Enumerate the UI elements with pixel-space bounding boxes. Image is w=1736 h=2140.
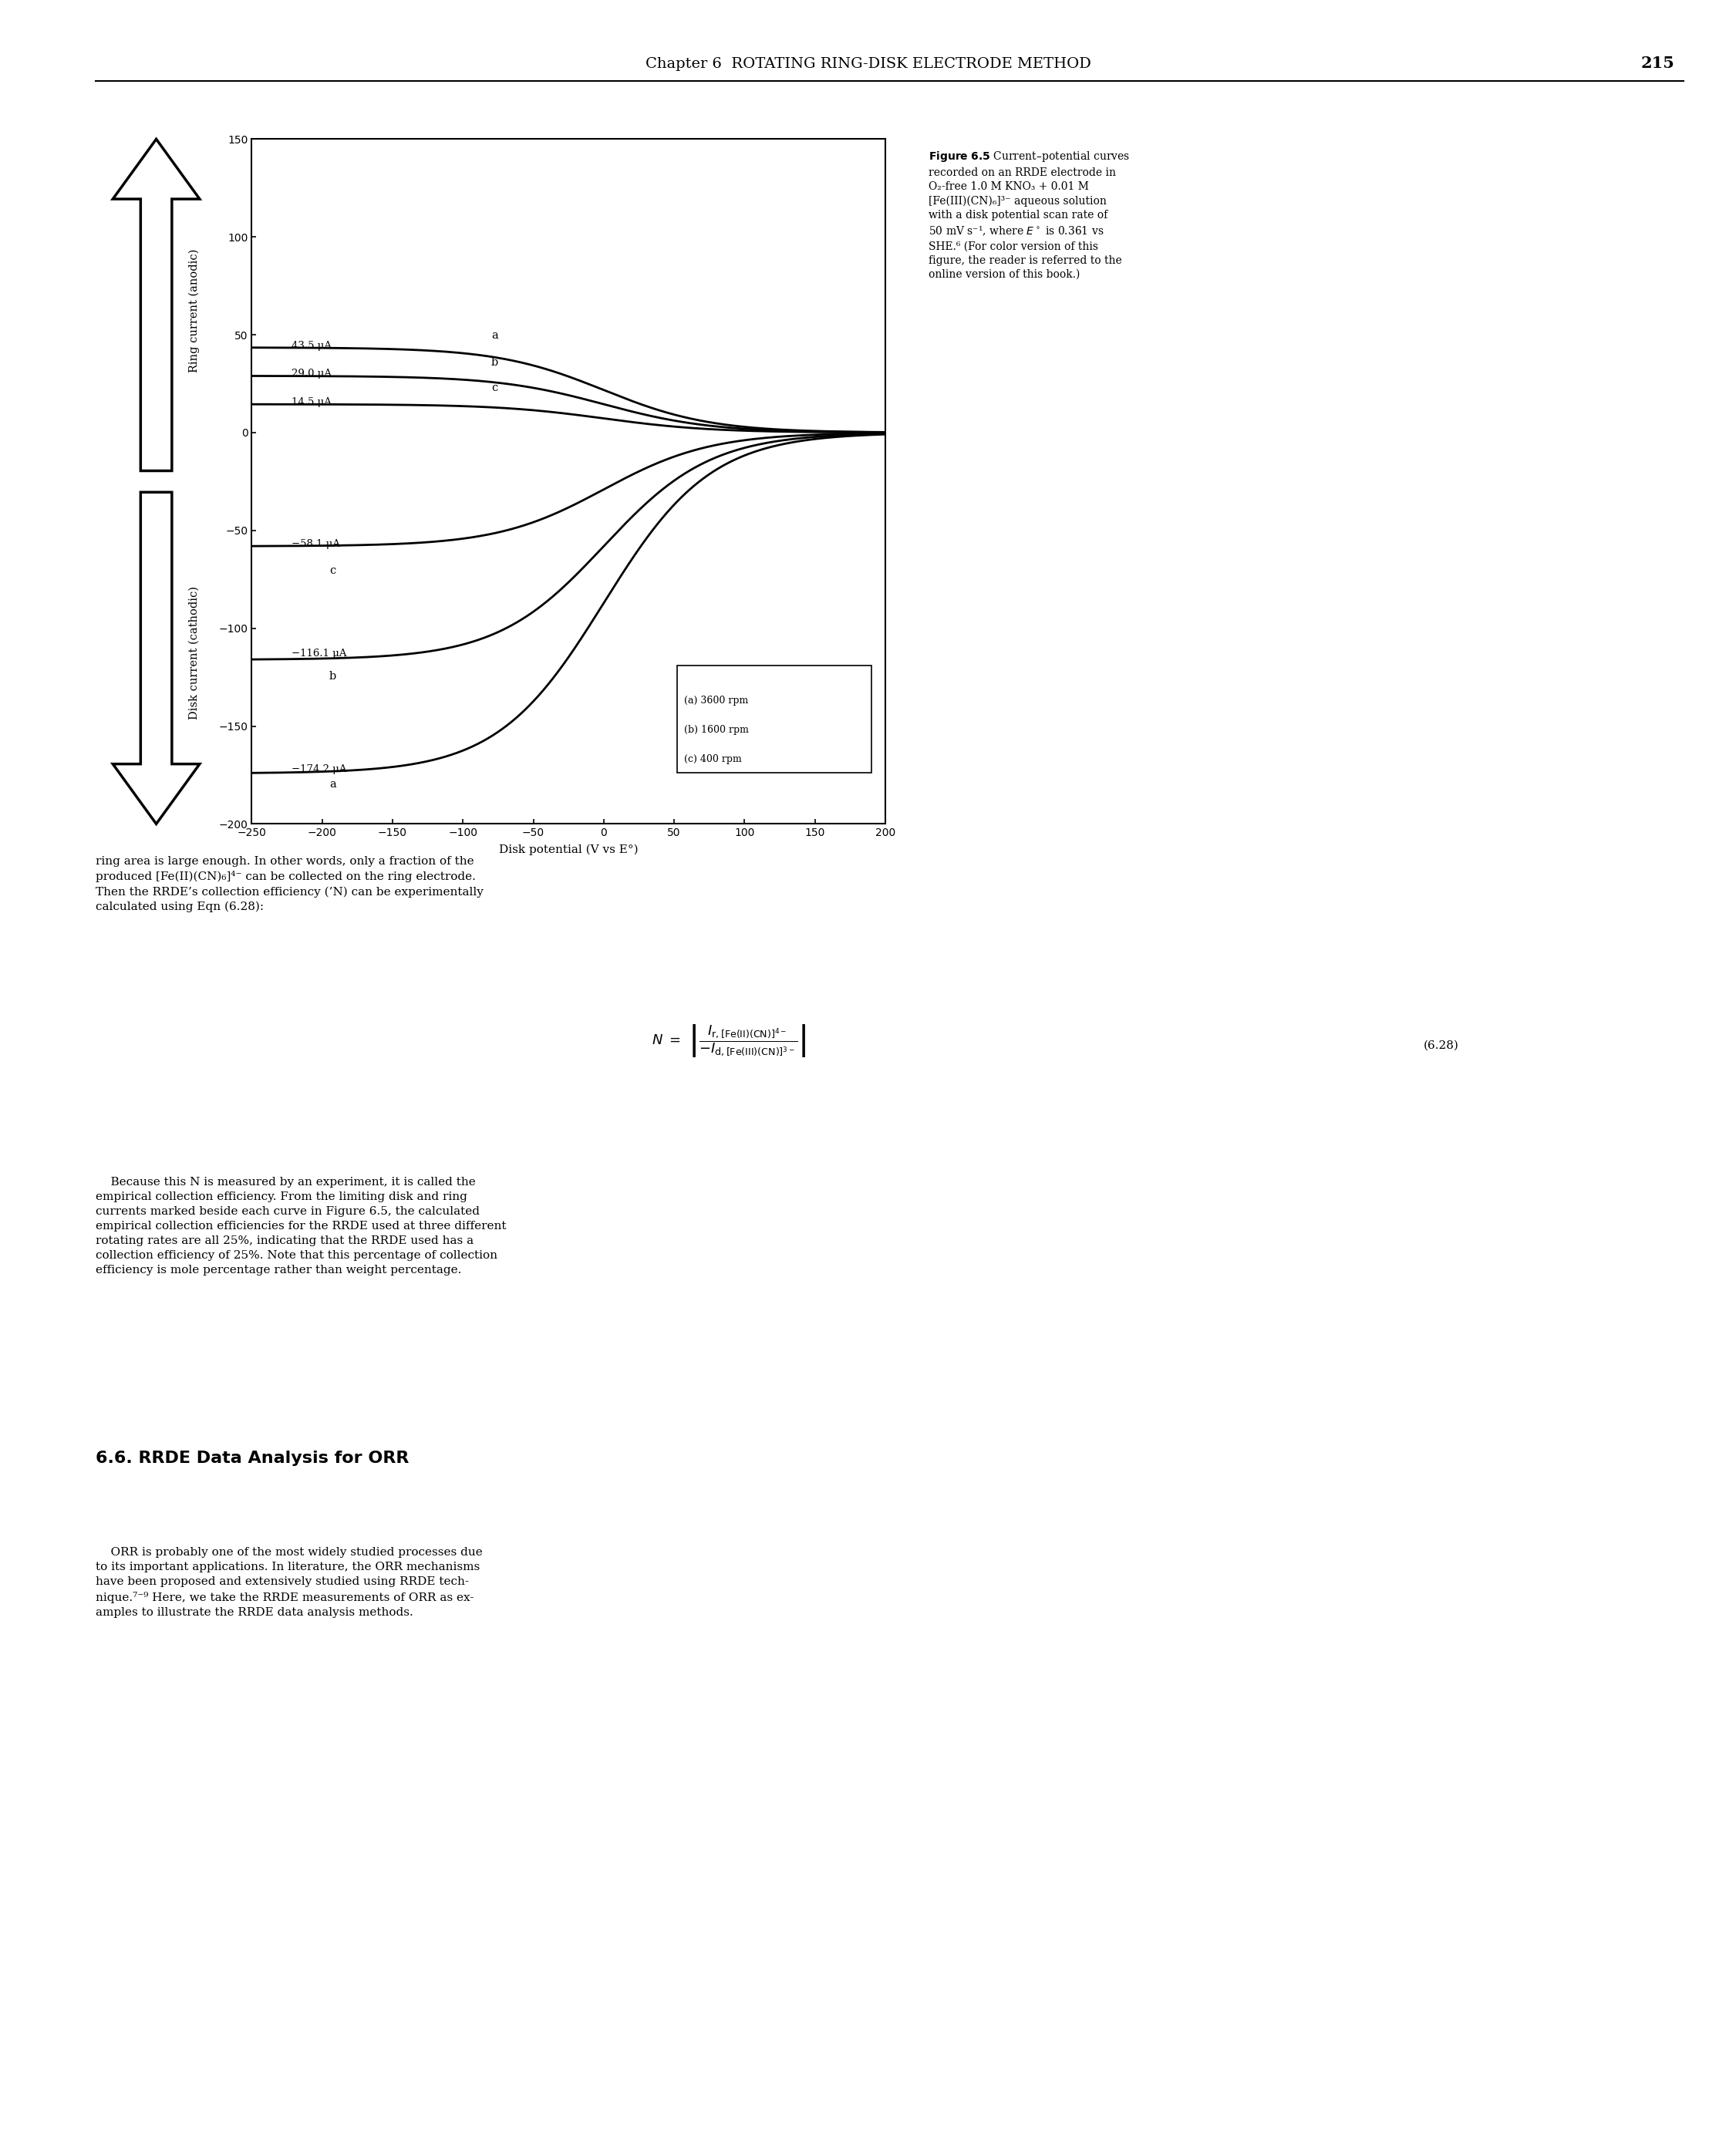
Text: −58.1 μA: −58.1 μA bbox=[292, 539, 340, 550]
Text: 6.6. RRDE Data Analysis for ORR: 6.6. RRDE Data Analysis for ORR bbox=[95, 1451, 410, 1466]
Text: (6.28): (6.28) bbox=[1424, 1040, 1458, 1051]
Text: −116.1 μA: −116.1 μA bbox=[292, 648, 345, 659]
Text: a: a bbox=[330, 779, 335, 790]
Text: 215: 215 bbox=[1641, 56, 1674, 71]
Text: 14.5 μA: 14.5 μA bbox=[292, 398, 332, 407]
Text: $N\ =\ \left|\dfrac{I_{\mathrm{r,[Fe(II)(CN)]^{4-}}}}{-I_{\mathrm{d,[Fe(III)(CN): $N\ =\ \left|\dfrac{I_{\mathrm{r,[Fe(II)… bbox=[651, 1023, 807, 1059]
Text: 29.0 μA: 29.0 μA bbox=[292, 368, 332, 379]
Text: ring area is large enough. In other words, only a fraction of the
produced [Fe(I: ring area is large enough. In other word… bbox=[95, 856, 483, 912]
Text: (a) 3600 rpm: (a) 3600 rpm bbox=[684, 696, 748, 706]
Text: Chapter 6  ROTATING RING-DISK ELECTRODE METHOD: Chapter 6 ROTATING RING-DISK ELECTRODE M… bbox=[646, 58, 1090, 71]
Text: (b) 1600 rpm: (b) 1600 rpm bbox=[684, 725, 748, 734]
Text: Because this N is measured by an experiment, it is called the
empirical collecti: Because this N is measured by an experim… bbox=[95, 1177, 507, 1275]
Text: Disk current (cathodic): Disk current (cathodic) bbox=[189, 586, 200, 719]
Bar bbox=[677, 666, 871, 773]
Text: $\bf{Figure\ 6.5}$ Current–potential curves
recorded on an RRDE electrode in
O₂-: $\bf{Figure\ 6.5}$ Current–potential cur… bbox=[929, 150, 1130, 280]
Text: (c) 400 rpm: (c) 400 rpm bbox=[684, 753, 741, 764]
X-axis label: Disk potential (V vs E°): Disk potential (V vs E°) bbox=[498, 843, 639, 854]
Text: c: c bbox=[330, 565, 335, 576]
Text: Ring current (anodic): Ring current (anodic) bbox=[189, 248, 200, 372]
Text: −174.2 μA: −174.2 μA bbox=[292, 764, 345, 775]
Text: c: c bbox=[491, 383, 498, 394]
Text: ORR is probably one of the most widely studied processes due
to its important ap: ORR is probably one of the most widely s… bbox=[95, 1547, 483, 1618]
Text: b: b bbox=[491, 357, 498, 368]
Text: 43.5 μA: 43.5 μA bbox=[292, 340, 332, 351]
Text: b: b bbox=[330, 672, 337, 683]
Text: a: a bbox=[491, 330, 498, 340]
